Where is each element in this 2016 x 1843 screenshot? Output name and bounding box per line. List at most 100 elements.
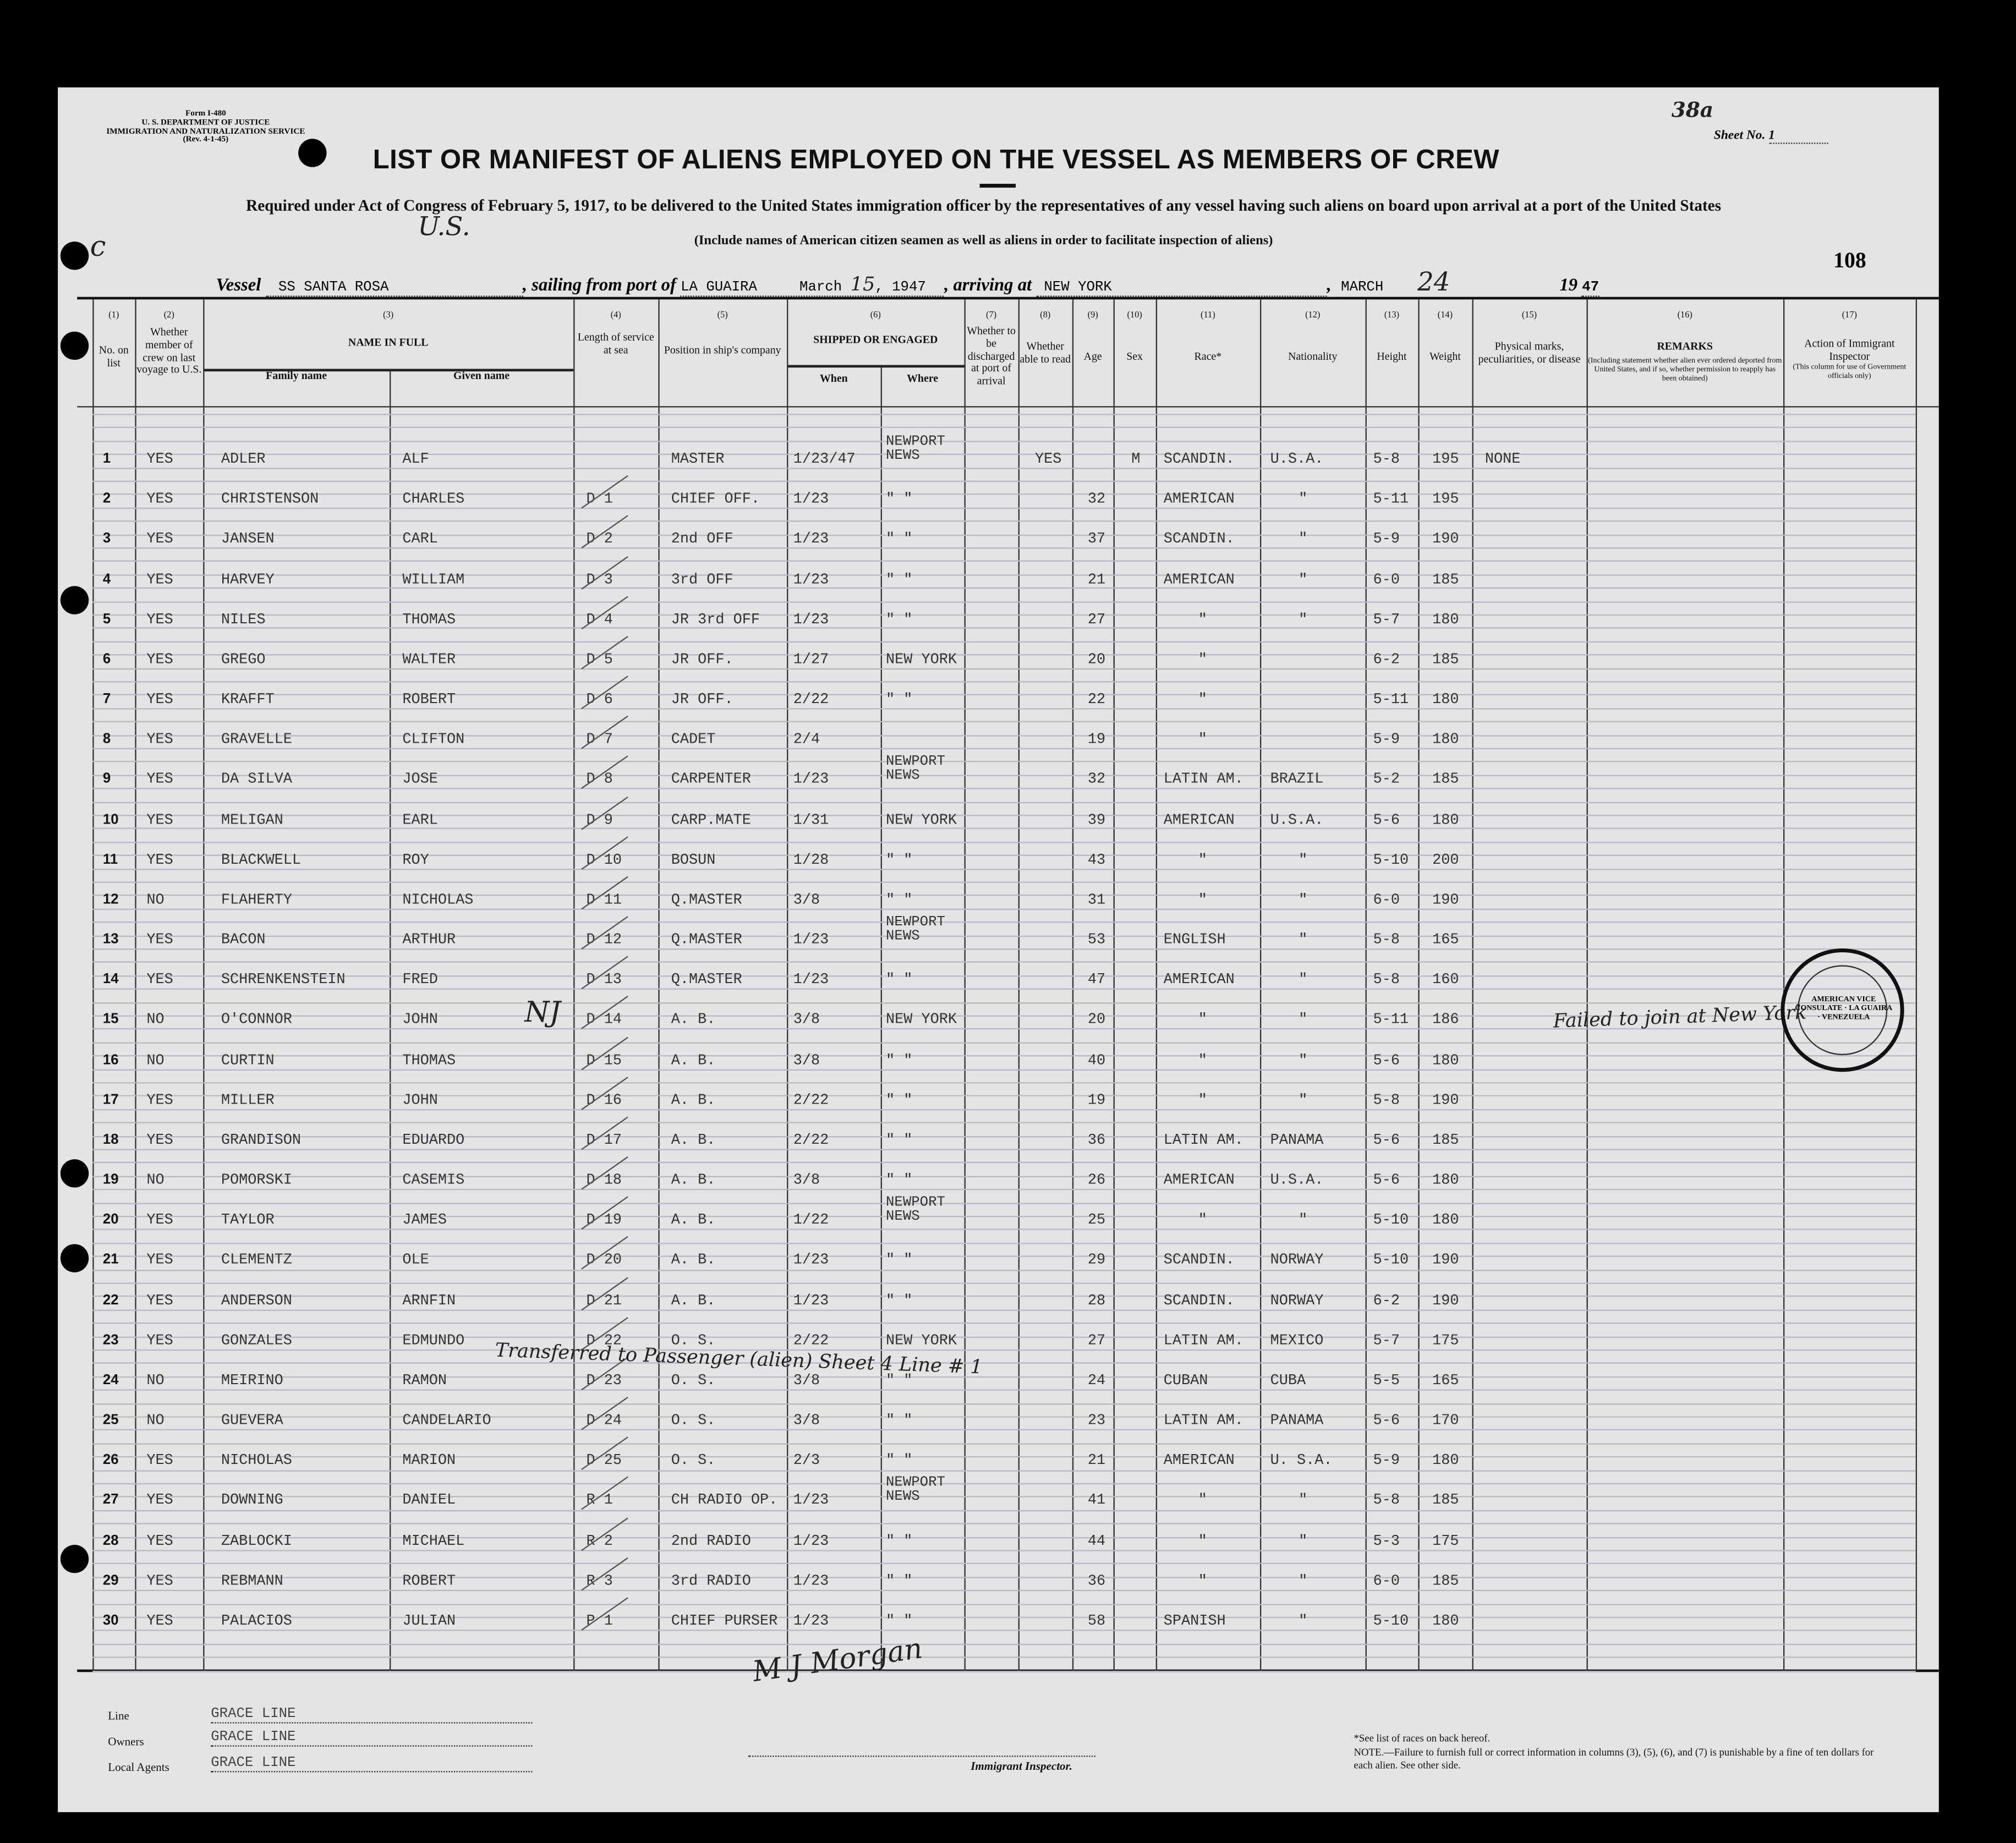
- header-height: Height: [1377, 349, 1407, 363]
- paper-sheet: [58, 87, 1939, 1812]
- ruled-line: [92, 1122, 1916, 1124]
- column-divider: [573, 299, 575, 1671]
- crew-last-voyage: NO: [146, 891, 165, 909]
- age: 26: [1087, 1172, 1106, 1189]
- row-number: 14: [102, 972, 119, 988]
- header-name: NAME IN FULL: [348, 335, 429, 349]
- ruled-line: [92, 895, 1916, 897]
- race: LATIN AM.: [1163, 1412, 1243, 1429]
- shipped-where: NEWPORT NEWS: [885, 434, 945, 464]
- ruled-line: [92, 948, 1916, 950]
- row-number: 5: [102, 611, 111, 627]
- given-name: CARL: [402, 531, 438, 548]
- weight: 165: [1432, 1372, 1459, 1390]
- ruled-line: [92, 1215, 1916, 1217]
- weight: 180: [1432, 731, 1459, 749]
- weight: 180: [1432, 811, 1459, 829]
- weight: 175: [1432, 1332, 1459, 1350]
- ruled-line: [92, 1229, 1916, 1231]
- family-name: NILES: [221, 611, 266, 628]
- race: AMERICAN: [1163, 1172, 1235, 1189]
- ruled-line: [92, 721, 1916, 723]
- ruled-line: [92, 1189, 1916, 1191]
- ruled-line: [92, 1028, 1916, 1030]
- column-divider: [1365, 299, 1367, 1671]
- ruled-line: [92, 588, 1916, 589]
- races-note: *See list of races on back hereof.: [1354, 1732, 1491, 1745]
- family-name: SCHRENKENSTEIN: [221, 972, 346, 989]
- ruled-line: [92, 1323, 1916, 1324]
- handwritten-mark: c: [90, 231, 106, 264]
- shipped-where: NEW YORK: [885, 651, 957, 668]
- position: A. B.: [671, 1092, 716, 1109]
- age: 37: [1087, 531, 1106, 548]
- row-number: 24: [102, 1372, 119, 1388]
- position: O. S.: [671, 1452, 716, 1469]
- nationality: ": [1299, 852, 1308, 869]
- age: 36: [1087, 1132, 1106, 1149]
- sheet-number: Sheet No. 1: [1714, 129, 1828, 144]
- position: JR OFF.: [671, 651, 733, 668]
- weight: 165: [1432, 931, 1459, 949]
- race: SPANISH: [1163, 1612, 1226, 1630]
- ruled-line: [92, 1590, 1916, 1592]
- position: CARPENTER: [671, 771, 751, 788]
- penalty-note: NOTE.—Failure to furnish full or correct…: [1354, 1746, 1874, 1772]
- shipped-where: " ": [885, 1252, 913, 1269]
- ruled-line: [92, 1563, 1916, 1565]
- ruled-line: [92, 574, 1916, 576]
- length-of-service: D 3: [586, 571, 613, 588]
- age: 21: [1087, 1452, 1106, 1469]
- row-number: 25: [102, 1412, 119, 1428]
- punch-hole: [298, 139, 327, 167]
- age: 19: [1087, 1092, 1106, 1109]
- ruled-line: [92, 988, 1916, 990]
- age: 32: [1087, 491, 1106, 508]
- shipped-when: 1/23: [793, 972, 829, 989]
- header-marks: Physical marks, peculiarities, or diseas…: [1478, 339, 1581, 365]
- height: 5-10: [1373, 852, 1409, 869]
- shipped-when: 1/23: [793, 491, 829, 508]
- include-note: (Include names of American citizen seame…: [694, 234, 1273, 248]
- header-where: Where: [907, 371, 939, 385]
- row-number: 27: [102, 1493, 119, 1509]
- ruled-line: [92, 641, 1916, 643]
- ruled-line: [92, 667, 1916, 670]
- crew-last-voyage: YES: [146, 811, 173, 829]
- given-name: ARNFIN: [402, 1292, 456, 1309]
- race: ": [1198, 731, 1207, 749]
- ruled-line: [92, 1442, 1916, 1445]
- punch-hole: [60, 1159, 89, 1188]
- shipped-when: 1/23: [793, 611, 829, 628]
- race: AMERICAN: [1163, 571, 1235, 588]
- sail-year: , 1947: [875, 280, 926, 296]
- column-divider: [1915, 299, 1918, 1671]
- height: 5-9: [1373, 531, 1400, 548]
- column-divider: [1113, 299, 1115, 1671]
- arrival-port: NEW YORK: [1036, 280, 1327, 297]
- shipped-when: 1/23: [793, 1252, 829, 1269]
- family-name: GUEVERA: [221, 1412, 283, 1429]
- sheet-value: 1: [1768, 129, 1828, 144]
- race: ": [1198, 1532, 1207, 1550]
- shipped-where: NEWPORT NEWS: [885, 755, 945, 785]
- ruled-line: [92, 1082, 1916, 1084]
- family-name: KRAFFT: [221, 691, 275, 709]
- family-name: PALACIOS: [221, 1612, 292, 1630]
- height: 5-7: [1373, 1332, 1400, 1350]
- handwritten-us: U.S.: [418, 211, 470, 242]
- shipped-when: 1/22: [793, 1212, 829, 1229]
- position: A. B.: [671, 1212, 716, 1229]
- header-shipped: SHIPPED OR ENGAGED: [813, 333, 938, 346]
- port: LA GUAIRA: [681, 280, 757, 296]
- height: 5-8: [1373, 972, 1400, 989]
- nationality: U. S.A.: [1270, 1452, 1333, 1469]
- height: 5-11: [1373, 491, 1409, 508]
- weight: 185: [1432, 651, 1459, 668]
- height: 5-6: [1373, 1132, 1400, 1149]
- nationality: ": [1299, 1212, 1308, 1229]
- weight: 190: [1432, 1292, 1459, 1309]
- nationality: ": [1299, 1532, 1308, 1550]
- revision: (Rev. 4-1-45): [183, 135, 229, 145]
- weight: 185: [1432, 1132, 1459, 1149]
